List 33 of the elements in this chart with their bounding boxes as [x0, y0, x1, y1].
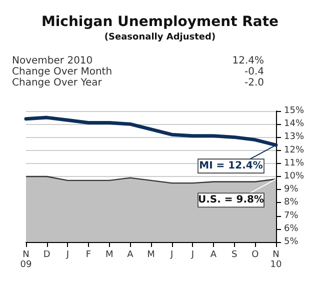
chart-subtitle: (Seasonally Adjusted)	[104, 32, 216, 42]
y-tick-label: 13%	[284, 132, 304, 142]
text: -2.0	[244, 78, 264, 88]
x-tick-label: J	[65, 250, 69, 260]
x-tick-label: O	[252, 250, 259, 260]
y-tick-label: 9%	[284, 184, 299, 195]
y-tick-label: 14%	[284, 119, 304, 130]
x-tick-label: D	[43, 250, 50, 260]
y-tick-label: 15%	[284, 106, 304, 116]
x-tick-label: M	[105, 250, 114, 260]
x-tick-label: F	[86, 250, 92, 260]
y-tick-label: 5%	[284, 237, 299, 247]
text: Change Over Year	[12, 78, 103, 88]
x-tick-label: S	[231, 250, 238, 260]
x-tick-label: N 09	[20, 250, 32, 270]
text: November 2010	[12, 56, 93, 66]
x-tick-label: A	[210, 250, 218, 260]
y-tick-label: 6%	[284, 224, 299, 234]
y-tick-label: 10%	[284, 172, 304, 182]
text: 12.4%	[232, 56, 264, 66]
annotation: MI = 12.4%	[199, 160, 263, 172]
y-tick-label: 8%	[284, 198, 299, 208]
x-tick-label: J	[190, 250, 194, 260]
x-tick-label: M	[147, 250, 155, 260]
y-tick-label: 7%	[284, 210, 299, 221]
text: Change Over Month	[12, 66, 112, 78]
x-tick-label: A	[127, 250, 134, 260]
x-tick-label: J	[170, 250, 174, 260]
y-tick-label: 12%	[284, 145, 304, 156]
chart-title: Michigan Unemployment Rate	[41, 14, 279, 30]
y-tick-label: 11%	[284, 158, 304, 168]
text: -0.4	[244, 66, 264, 78]
x-tick-label: N 10	[270, 250, 282, 270]
